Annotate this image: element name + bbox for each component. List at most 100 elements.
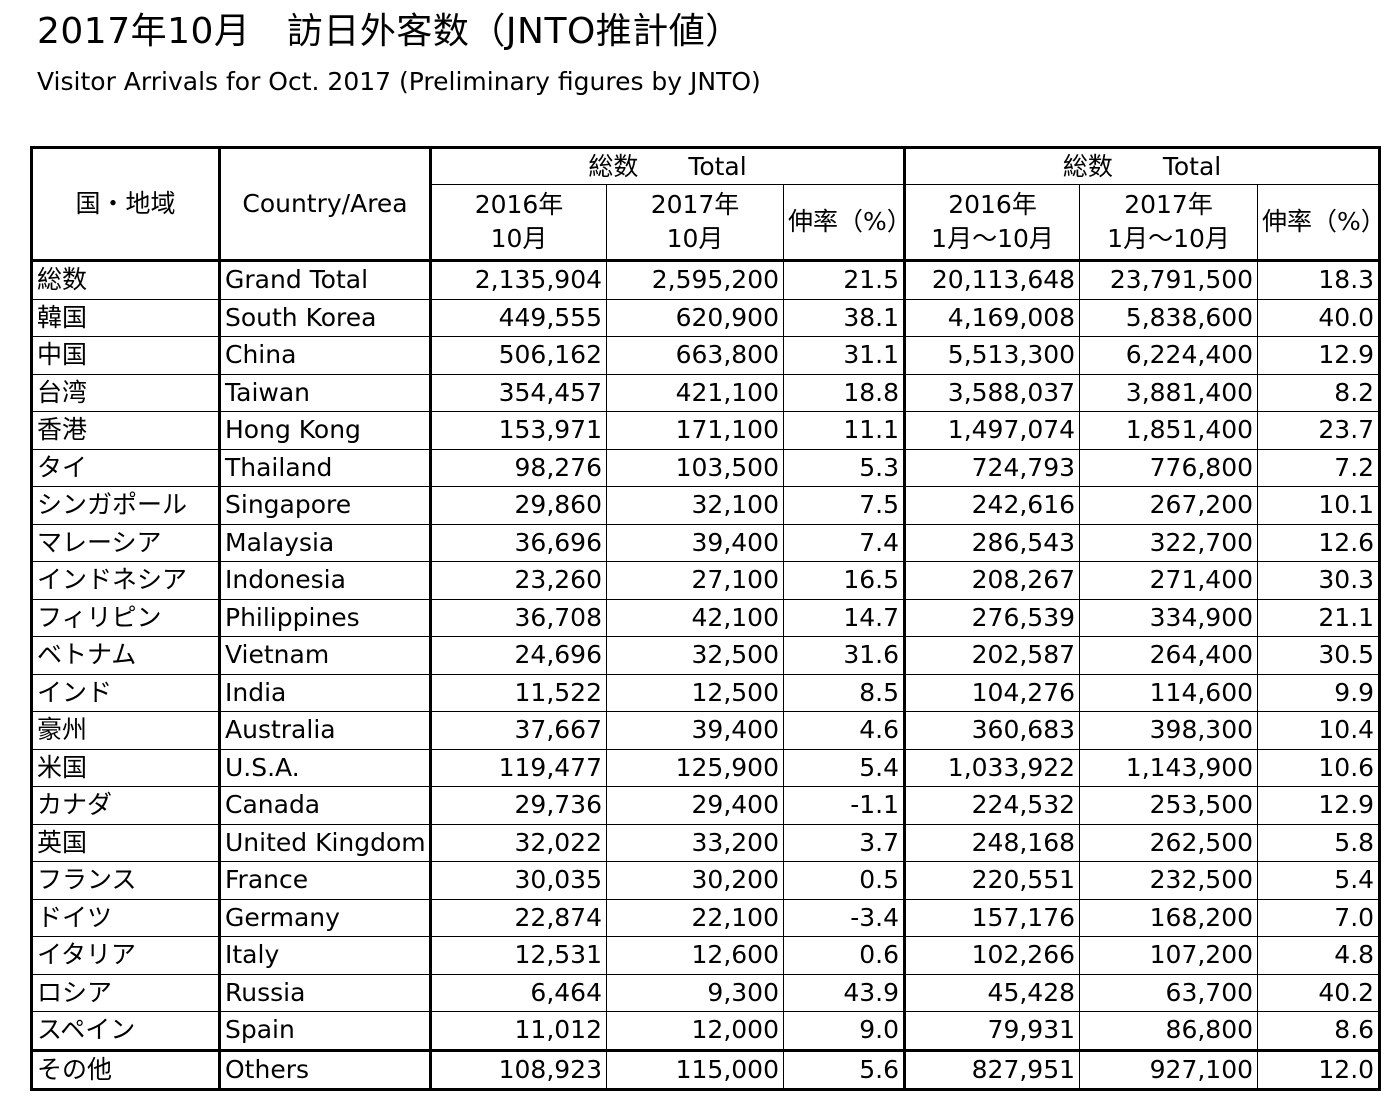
value-2016-ytd: 276,539 — [903, 598, 1081, 637]
growth-ytd: 12.6 — [1257, 523, 1382, 562]
value-2016-oct: 36,696 — [429, 523, 607, 562]
growth-monthly: -3.4 — [782, 898, 906, 937]
country-name-en: Grand Total — [218, 260, 431, 300]
growth-ytd: 5.8 — [1257, 823, 1382, 862]
value-2017-oct: 39,400 — [606, 711, 784, 750]
header-2017-ytd-range: 1月～10月 — [1107, 224, 1230, 253]
growth-monthly: 21.5 — [782, 260, 906, 300]
value-2016-ytd: 286,543 — [903, 523, 1081, 562]
growth-monthly: 5.4 — [782, 748, 906, 787]
country-name-en: South Korea — [218, 298, 431, 337]
country-name-en: Malaysia — [218, 523, 431, 562]
value-2017-ytd: 776,800 — [1079, 448, 1259, 487]
country-name-en: Taiwan — [218, 373, 431, 412]
growth-ytd: 21.1 — [1257, 598, 1382, 637]
value-2016-ytd: 827,951 — [903, 1048, 1081, 1091]
country-name-jp: カナダ — [30, 786, 220, 825]
value-2016-ytd: 157,176 — [903, 898, 1081, 937]
value-2016-oct: 6,464 — [429, 973, 607, 1012]
country-name-en: Russia — [218, 973, 431, 1012]
country-name-jp: 中国 — [30, 336, 220, 375]
header-2017-ytd-year: 2017年 — [1124, 190, 1213, 219]
value-2017-ytd: 322,700 — [1079, 523, 1259, 562]
growth-ytd: 12.9 — [1257, 786, 1382, 825]
table-row: 米国 U.S.A. 119,477 125,900 5.4 1,033,922 1,143,… — [30, 748, 1382, 787]
growth-ytd: 10.6 — [1257, 748, 1382, 787]
country-name-jp: マレーシア — [30, 523, 220, 562]
country-name-jp: ベトナム — [30, 636, 220, 675]
value-2016-oct: 30,035 — [429, 861, 607, 900]
value-2016-oct: 11,522 — [429, 673, 607, 712]
header-group-monthly: 総数 Total — [428, 146, 906, 185]
value-2017-ytd: 267,200 — [1079, 486, 1259, 525]
table-row: マレーシア Malaysia 36,696 39,400 7.4 286,543 322,7… — [30, 523, 1382, 562]
value-2016-ytd: 1,497,074 — [903, 411, 1081, 450]
value-2017-ytd: 63,700 — [1079, 973, 1259, 1012]
value-2017-ytd: 86,800 — [1079, 1011, 1259, 1051]
value-2017-oct: 9,300 — [606, 973, 784, 1012]
country-name-en: U.S.A. — [218, 748, 431, 787]
value-2016-oct: 29,860 — [429, 486, 607, 525]
value-2017-ytd: 334,900 — [1079, 598, 1259, 637]
header-2017-oct: 2017年 10月 — [606, 184, 784, 262]
growth-monthly: 5.6 — [782, 1048, 906, 1091]
table-row: インド India 11,522 12,500 8.5 104,276 114,600 9.9 — [30, 673, 1382, 712]
value-2017-oct: 29,400 — [606, 786, 784, 825]
value-2017-oct: 421,100 — [606, 373, 784, 412]
growth-monthly: 18.8 — [782, 373, 906, 412]
growth-ytd: 40.0 — [1257, 298, 1382, 337]
value-2016-ytd: 4,169,008 — [903, 298, 1081, 337]
value-2017-oct: 27,100 — [606, 561, 784, 600]
growth-ytd: 18.3 — [1257, 260, 1382, 300]
country-name-jp: ロシア — [30, 973, 220, 1012]
value-2016-oct: 22,874 — [429, 898, 607, 937]
table-row: 英国 United Kingdom 32,022 33,200 3.7 248,168 26… — [30, 823, 1382, 862]
growth-monthly: 31.6 — [782, 636, 906, 675]
header-2016-oct: 2016年 10月 — [429, 184, 607, 262]
value-2016-ytd: 45,428 — [903, 973, 1081, 1012]
value-2017-ytd: 1,851,400 — [1079, 411, 1259, 450]
value-2016-oct: 2,135,904 — [429, 260, 607, 300]
country-name-en: Philippines — [218, 598, 431, 637]
value-2016-oct: 108,923 — [429, 1048, 607, 1091]
country-name-en: Singapore — [218, 486, 431, 525]
country-name-en: France — [218, 861, 431, 900]
country-name-en: United Kingdom — [218, 823, 431, 862]
value-2017-oct: 663,800 — [606, 336, 784, 375]
value-2017-oct: 32,500 — [606, 636, 784, 675]
table-row: フランス France 30,035 30,200 0.5 220,551 232,500 5… — [30, 861, 1382, 900]
country-name-en: India — [218, 673, 431, 712]
value-2017-ytd: 114,600 — [1079, 673, 1259, 712]
growth-monthly: 3.7 — [782, 823, 906, 862]
value-2017-ytd: 168,200 — [1079, 898, 1259, 937]
value-2016-oct: 12,531 — [429, 936, 607, 975]
growth-ytd: 12.0 — [1257, 1048, 1382, 1091]
country-name-jp: シンガポール — [30, 486, 220, 525]
value-2017-ytd: 271,400 — [1079, 561, 1259, 600]
table-row: イタリア Italy 12,531 12,600 0.6 102,266 107,200 4.… — [30, 936, 1382, 975]
growth-monthly: -1.1 — [782, 786, 906, 825]
value-2017-oct: 115,000 — [606, 1048, 784, 1091]
value-2017-oct: 620,900 — [606, 298, 784, 337]
table-row: 香港 Hong Kong 153,971 171,100 11.1 1,497,074 1,… — [30, 411, 1382, 450]
growth-ytd: 8.6 — [1257, 1011, 1382, 1051]
country-name-jp: 韓国 — [30, 298, 220, 337]
header-2016-ytd: 2016年 1月～10月 — [903, 184, 1081, 262]
country-name-jp: 米国 — [30, 748, 220, 787]
table-row: 台湾 Taiwan 354,457 421,100 18.8 3,588,037 3,881… — [30, 373, 1382, 412]
value-2017-ytd: 5,838,600 — [1079, 298, 1259, 337]
growth-ytd: 40.2 — [1257, 973, 1382, 1012]
value-2016-ytd: 104,276 — [903, 673, 1081, 712]
header-group-ytd: 総数 Total — [903, 146, 1382, 185]
country-name-jp: 豪州 — [30, 711, 220, 750]
growth-ytd: 5.4 — [1257, 861, 1382, 900]
growth-monthly: 7.5 — [782, 486, 906, 525]
growth-monthly: 0.5 — [782, 861, 906, 900]
growth-ytd: 23.7 — [1257, 411, 1382, 450]
header-country-jp: 国・地域 — [30, 146, 220, 262]
value-2017-oct: 171,100 — [606, 411, 784, 450]
growth-monthly: 31.1 — [782, 336, 906, 375]
value-2016-ytd: 102,266 — [903, 936, 1081, 975]
growth-ytd: 10.4 — [1257, 711, 1382, 750]
value-2017-oct: 30,200 — [606, 861, 784, 900]
